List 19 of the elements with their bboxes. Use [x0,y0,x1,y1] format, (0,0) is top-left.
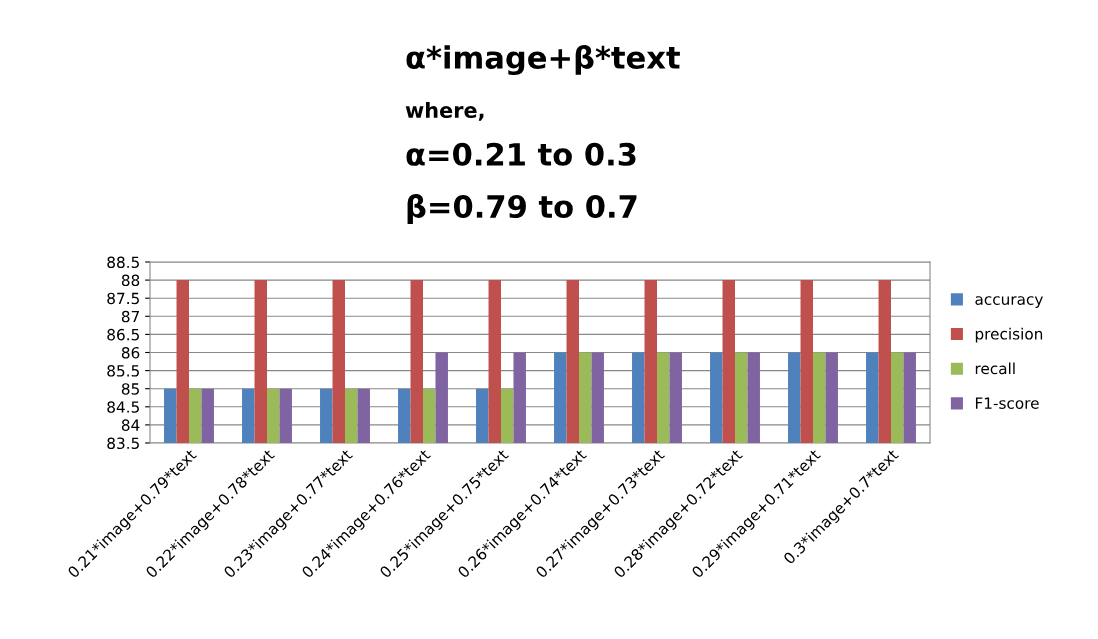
legend-label: F1-score [975,397,1039,409]
text: β=0.79 to 0.7 [407,194,637,224]
y-tick-label: 86.5 [107,328,139,341]
y-tick-label: 84 [121,419,140,431]
y-tick-label: 88.5 [107,256,139,269]
y-tick-label: 85 [121,383,139,395]
legend-label: precision [975,327,1043,343]
legend-label: accuracy [975,296,1043,308]
y-tick-label: 84.5 [107,401,139,413]
y-tick-label: 87 [121,310,139,323]
text: α=0.21 to 0.3 [406,142,636,166]
chart-subtitle: where, [405,101,484,121]
y-tick-label: 88 [121,274,140,287]
y-tick-label: 85.5 [107,365,139,377]
y-tick-label: 86 [121,346,140,359]
chart-title: α*image+β*text [406,44,680,76]
y-tick-label: 87.5 [107,292,139,305]
y-tick-label: 83.5 [107,437,139,450]
legend-label: recall [975,362,1015,375]
